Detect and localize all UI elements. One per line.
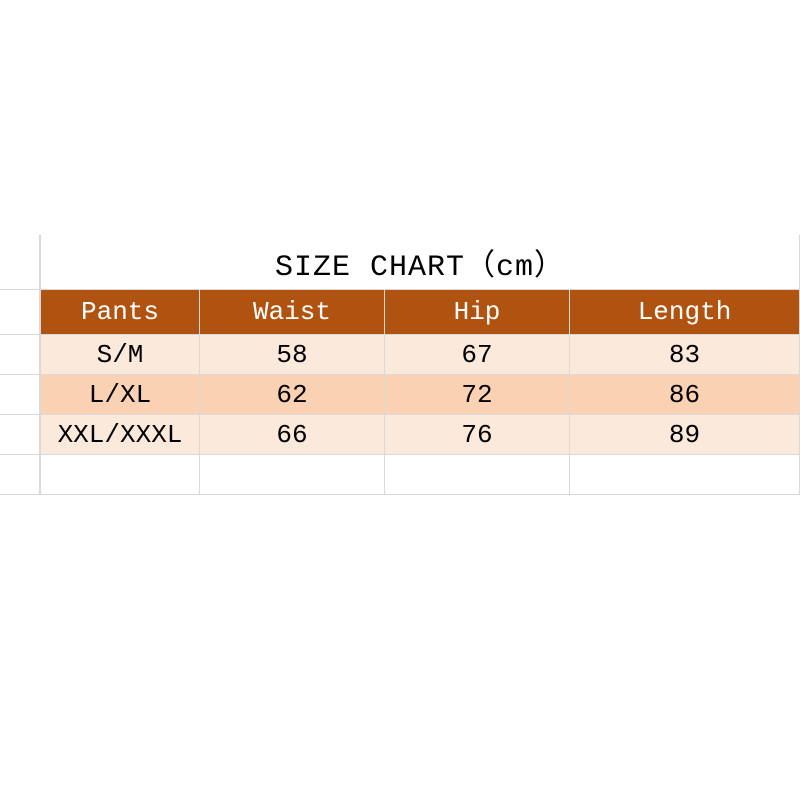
- table-cell-value: 72: [461, 380, 492, 410]
- column-header: Length: [570, 290, 800, 335]
- table-row: L/XL 62 72 86: [0, 375, 800, 415]
- column-header-label: Hip: [454, 297, 501, 327]
- table-cell: 86: [570, 375, 800, 415]
- table-cell: 72: [385, 375, 570, 415]
- table-title: SIZE CHART（cm）: [275, 240, 565, 285]
- table-cell-value: 66: [276, 420, 307, 450]
- size-chart-table: SIZE CHART（cm） Pants Waist Hip Length S/M 58 67…: [0, 235, 800, 495]
- column-header-label: Waist: [253, 297, 331, 327]
- table-cell: 66: [200, 415, 385, 455]
- column-header-label: Pants: [81, 297, 159, 327]
- table-cell: L/XL: [40, 375, 200, 415]
- table-cell-value: 62: [276, 380, 307, 410]
- canvas: SIZE CHART（cm） Pants Waist Hip Length S/M 58 67…: [0, 0, 800, 800]
- table-cell-value: 89: [669, 420, 700, 450]
- column-header: Hip: [385, 290, 570, 335]
- table-cell: 83: [570, 335, 800, 375]
- table-cell-value: 58: [276, 340, 307, 370]
- table-title-cell: SIZE CHART（cm）: [40, 235, 800, 290]
- table-cell-value: 86: [669, 380, 700, 410]
- table-cell: 67: [385, 335, 570, 375]
- table-header-row: Pants Waist Hip Length: [0, 290, 800, 335]
- empty-cell: [385, 455, 570, 495]
- table-cell: 62: [200, 375, 385, 415]
- table-row: XXL/XXXL 66 76 89: [0, 415, 800, 455]
- table-cell-value: 67: [461, 340, 492, 370]
- column-header: Pants: [40, 290, 200, 335]
- empty-cell: [40, 455, 200, 495]
- table-cell-value: 83: [669, 340, 700, 370]
- column-header-label: Length: [638, 297, 732, 327]
- table-cell: 89: [570, 415, 800, 455]
- table-cell-value: S/M: [97, 340, 144, 370]
- table-cell: 58: [200, 335, 385, 375]
- table-cell: S/M: [40, 335, 200, 375]
- table-cell-value: 76: [461, 420, 492, 450]
- table-row: S/M 58 67 83: [0, 335, 800, 375]
- column-header: Waist: [200, 290, 385, 335]
- table-cell: 76: [385, 415, 570, 455]
- table-cell-value: L/XL: [89, 380, 151, 410]
- empty-cell: [200, 455, 385, 495]
- table-cell: XXL/XXXL: [40, 415, 200, 455]
- empty-cell: [570, 455, 800, 495]
- empty-row: [0, 455, 800, 495]
- table-cell-value: XXL/XXXL: [58, 420, 183, 450]
